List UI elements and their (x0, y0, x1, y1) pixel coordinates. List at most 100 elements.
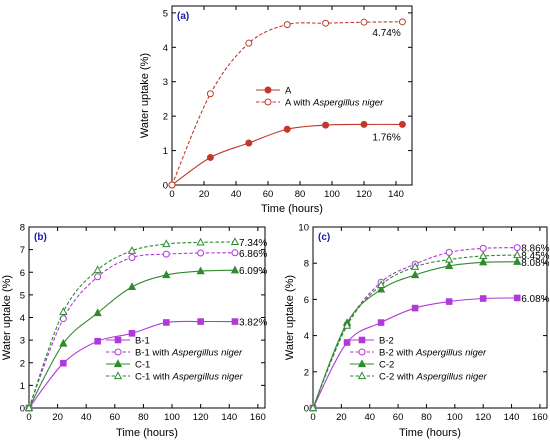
legend-label-species: Aspergillus niger (171, 372, 243, 383)
data-point (197, 249, 205, 257)
plot-frame (312, 226, 548, 409)
panel-tag: (c) (318, 232, 330, 243)
x-axis-label: Time (hours) (116, 427, 178, 439)
legend-label: B-1 with Aspergillus niger (135, 348, 243, 359)
y-tick-label: 8 (20, 223, 25, 234)
end-value-label: 7.34% (239, 238, 267, 249)
panel-tag: (b) (34, 232, 47, 243)
legend-marker (264, 86, 272, 94)
data-point (196, 266, 205, 275)
series-1: 6.86% (25, 249, 267, 412)
data-point (513, 244, 521, 252)
x-tick-label: 120 (475, 412, 491, 423)
x-tick-label: 60 (263, 189, 274, 200)
data-point (59, 338, 68, 347)
legend-label: A (285, 86, 292, 97)
legend-label: B-2 with Aspergillus niger (379, 348, 487, 359)
series-line (312, 261, 518, 409)
y-tick-label: 1 (163, 146, 168, 157)
legend-label: C-2 (379, 360, 394, 371)
end-value-label: 1.76% (372, 132, 400, 143)
x-tick-label: 100 (447, 412, 463, 423)
y-tick-label: 2 (20, 358, 25, 369)
data-point (360, 18, 368, 26)
data-point (283, 125, 291, 133)
x-tick-label: 120 (356, 189, 372, 200)
x-axis-label: Time (hours) (261, 203, 323, 215)
data-point (127, 282, 137, 291)
data-point (245, 139, 253, 147)
x-tick-label: 20 (199, 189, 210, 200)
x-axis-label: Time (hours) (399, 427, 461, 439)
panel-a: 0 20 40 60 80 100 120 140 0 1 2 3 4 5 Time (hours) Wate… (139, 5, 413, 215)
data-point (479, 251, 488, 260)
data-point (128, 330, 136, 337)
legend-marker (357, 359, 367, 368)
x-tick-label: 140 (504, 412, 520, 423)
x-tick-label: 120 (193, 412, 209, 423)
legend-marker (358, 336, 366, 344)
data-point (308, 403, 318, 412)
legend-label: B-2 (379, 336, 394, 347)
data-point (342, 320, 352, 329)
series-0: 1.76% (168, 120, 406, 189)
data-point (93, 308, 102, 317)
panel-tag: (a) (177, 11, 189, 22)
plot-frame (171, 5, 413, 186)
y-axis-label: Water uptake (%) (1, 275, 13, 360)
data-point (197, 318, 204, 325)
y-tick-label: 2 (304, 367, 309, 378)
x-tick-label: 160 (532, 412, 548, 423)
y-tick-label: 0 (20, 404, 25, 415)
data-point (445, 254, 454, 263)
end-value-label: 8.86% (521, 244, 549, 255)
data-point (479, 257, 488, 266)
legend-label-species: Aspergillus niger (312, 98, 384, 109)
data-point (283, 21, 291, 29)
y-tick-label: 6 (304, 295, 309, 306)
y-tick-label: 4 (20, 313, 25, 324)
data-point (163, 319, 170, 326)
data-point (162, 239, 171, 248)
y-tick-label: 3 (163, 77, 168, 88)
data-point (513, 257, 522, 265)
x-tick-label: 20 (336, 412, 347, 423)
x-tick-label: 80 (295, 189, 306, 200)
series-2: 8.08% (308, 257, 550, 412)
x-tick-label: 20 (52, 412, 63, 423)
end-value-label: 6.09% (239, 266, 267, 277)
data-point (59, 307, 68, 315)
x-tick-label: 160 (250, 412, 266, 423)
panel-b: 0 20 40 60 80 100 120 140 160 0 1 2 3 4 5 6 7 8 Time (hour… (1, 223, 267, 440)
legend-label-species: Aspergillus niger (171, 348, 243, 359)
data-point (377, 319, 385, 326)
y-tick-label: 2 (163, 112, 168, 123)
x-tick-label: 40 (231, 189, 242, 200)
legend-marker (114, 348, 122, 356)
data-point (231, 249, 239, 257)
legend-marker (113, 371, 123, 380)
legend-marker (113, 359, 123, 368)
x-tick-label: 60 (393, 412, 404, 423)
data-point (93, 265, 102, 274)
x-tick-label: 80 (421, 412, 432, 423)
y-tick-label: 3 (20, 336, 25, 347)
legend-marker (114, 336, 122, 344)
legend: AA with Aspergillus niger (256, 86, 384, 109)
y-tick-label: 6 (20, 268, 25, 279)
data-point (513, 294, 521, 302)
y-tick-label: 1 (20, 381, 25, 392)
y-tick-label: 4 (304, 331, 309, 342)
data-point (162, 270, 171, 279)
data-point (479, 295, 487, 302)
data-point (398, 18, 406, 26)
series-2: 6.09% (24, 265, 267, 412)
data-point (94, 337, 101, 345)
data-point (162, 250, 170, 258)
data-point (445, 261, 454, 270)
x-tick-label: 0 (26, 412, 31, 423)
y-axis-label: Water uptake (%) (284, 275, 296, 360)
x-tick-label: 140 (221, 412, 237, 423)
x-tick-label: 40 (81, 412, 92, 423)
